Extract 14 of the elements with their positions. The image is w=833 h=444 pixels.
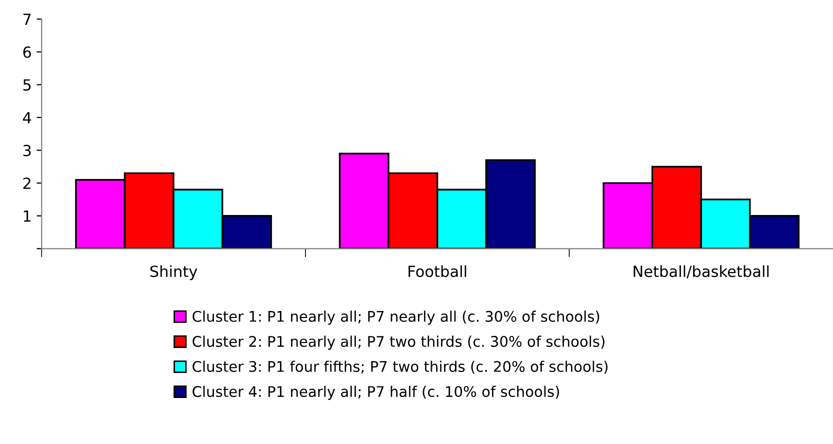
legend-label: Cluster 3: P1 four fifths; P7 two thirds (c. 20% of schools) (192, 360, 608, 374)
y-tick-label: 4 (22, 112, 32, 124)
x-tick-label: Football (408, 265, 466, 278)
legend-label: Cluster 4: P1 nearly all; P7 half (c. 10% of schools) (192, 386, 559, 400)
x-tick-label: Netball/basketball (634, 265, 769, 278)
y-tick-label: 7 (23, 14, 31, 25)
y-tick-label: 2 (23, 178, 30, 189)
y-tick-label: 6 (23, 46, 31, 58)
legend-label: Cluster 2: P1 nearly all; P7 two thirds (c. 30% of schools) (192, 336, 604, 350)
x-tick-label: Shinty (150, 265, 198, 280)
legend-label: Cluster 1: P1 nearly all; P7 nearly all (c. 30% of schools) (192, 310, 600, 325)
y-tick-label: 1 (24, 210, 31, 222)
y-tick-label: 3 (23, 144, 31, 156)
y-tick-label: 5 (23, 79, 31, 91)
